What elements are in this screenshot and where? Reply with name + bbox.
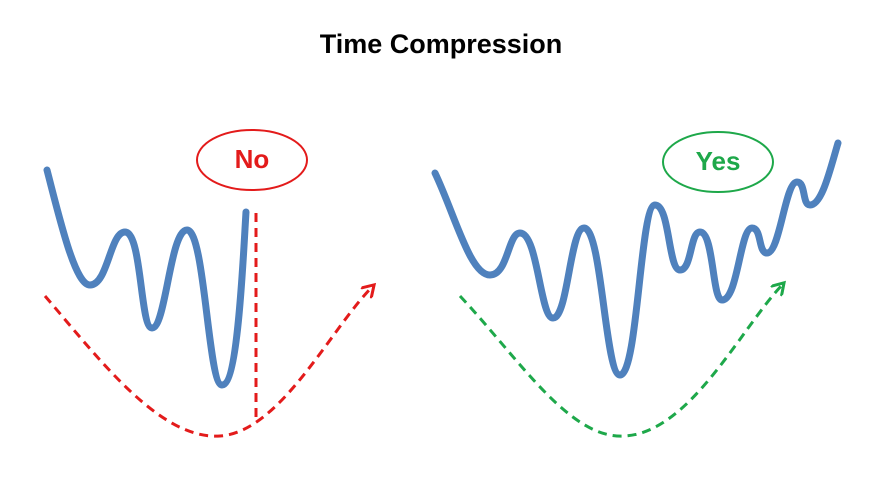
trend-arrow <box>458 285 782 438</box>
no-label: No <box>235 144 270 174</box>
label-oval <box>662 131 774 193</box>
title: Time Compression <box>320 29 563 59</box>
yes-label: Yes <box>696 146 741 176</box>
label-oval <box>196 129 308 191</box>
price-line <box>431 139 842 379</box>
trend-arrow <box>43 287 372 438</box>
price-line <box>43 166 250 389</box>
